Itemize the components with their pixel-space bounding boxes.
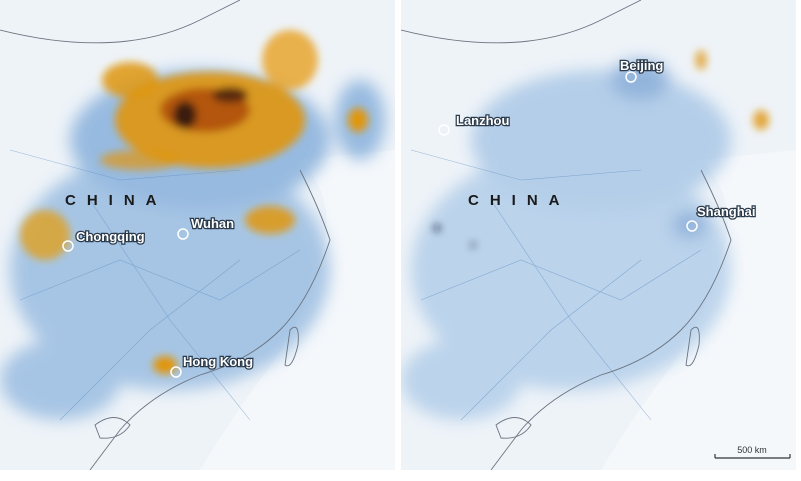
map-panel-after: CHINA Beijing Lanzhou Shanghai 500 km [401,0,796,470]
city-label: Shanghai [697,204,756,219]
country-label: CHINA [468,192,571,209]
city-marker [170,366,182,378]
city-label: Chongqing [76,229,145,244]
city-marker [62,240,74,252]
city-label: Wuhan [191,216,234,231]
city-marker [177,228,189,240]
scale-bar-label: 500 km [737,445,767,455]
country-label: CHINA [65,192,168,209]
city-label: Lanzhou [456,113,509,128]
city-marker [686,220,698,232]
map-panel-before: CHINA Chongqing Wuhan Hong Kong [0,0,395,470]
city-label: Hong Kong [183,354,253,369]
city-marker [438,124,450,136]
city-marker [625,71,637,83]
city-label: Beijing [620,58,663,73]
